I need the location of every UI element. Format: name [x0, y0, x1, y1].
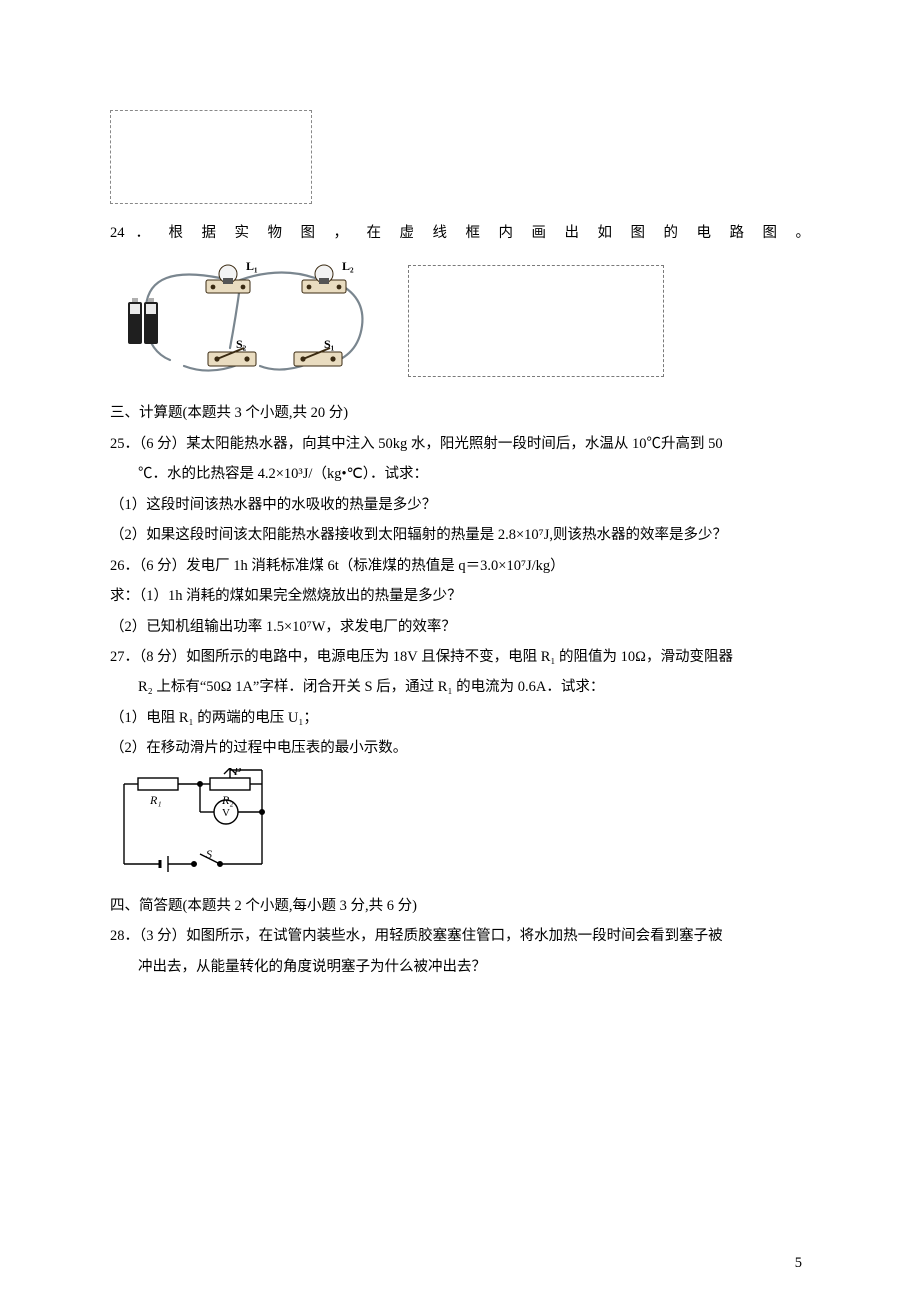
q25-l1: 25．（6 分）某太阳能热水器，向其中注入 50kg 水，阳光照射一段时间后，水…	[110, 429, 810, 459]
q27-l3: （1）电阻 R₁ 的两端的电压 U₁；	[110, 703, 810, 733]
svg-text:S: S	[206, 847, 212, 861]
q25-l2: ℃．水的比热容是 4.2×10³J/（kg•℃）．试求：	[110, 459, 810, 489]
q28-l1: 28．（3 分）如图所示，在试管内装些水，用轻质胶塞塞住管口，将水加热一段时间会…	[110, 921, 810, 951]
q26-l1: 26．（6 分）发电厂 1h 消耗标准煤 6t（标准煤的热值是 q＝3.0×10…	[110, 551, 810, 581]
q26-l2: 求：（1）1h 消耗的煤如果完全燃烧放出的热量是多少？	[110, 581, 810, 611]
section3-heading: 三、计算题(本题共 3 个小题,共 20 分)	[110, 398, 810, 428]
physical-circuit-svg: L₁ L₂ S₂	[110, 256, 380, 386]
q27-l1: 27．（8 分）如图所示的电路中，电源电压为 18V 且保持不变，电阻 R₁ 的…	[110, 642, 810, 672]
section4-heading: 四、简答题(本题共 2 个小题,每小题 3 分,共 6 分)	[110, 891, 810, 921]
faint-grid-placeholder	[111, 111, 311, 123]
schematic-circuit-svg: R₁ R₂ P V S	[110, 768, 280, 883]
q25-l3: （1）这段时间该热水器中的水吸收的热量是多少？	[110, 490, 810, 520]
svg-text:L₂: L₂	[342, 259, 354, 273]
page-number: 5	[795, 1255, 802, 1272]
q26-l3: （2）已知机组输出功率 1.5×10⁷W，求发电厂的效率？	[110, 612, 810, 642]
svg-text:S₁: S₁	[324, 337, 335, 351]
q24-text: 24 ． 根 据 实 物 图 ， 在 虚 线 框 内 画 出 如 图 的 电 路…	[110, 218, 810, 248]
svg-text:P: P	[233, 768, 242, 778]
svg-text:S₂: S₂	[236, 337, 247, 351]
answer-box-top	[110, 110, 312, 204]
q24-figure-row: L₁ L₂ S₂	[110, 256, 810, 386]
svg-text:V: V	[222, 807, 230, 819]
q27-l2: R₂ 上标有“50Ω 1A”字样．闭合开关 S 后，通过 R₁ 的电流为 0.6…	[110, 672, 810, 702]
q28-l2: 冲出去，从能量转化的角度说明塞子为什么被冲出去？	[110, 952, 810, 982]
q25-l4: （2）如果这段时间该太阳能热水器接收到太阳辐射的热量是 2.8×10⁷J,则该热…	[110, 520, 810, 550]
svg-text:R₂: R₂	[221, 793, 234, 807]
svg-text:L₁: L₁	[246, 259, 258, 273]
answer-box-q24	[408, 265, 664, 377]
q27-l4: （2）在移动滑片的过程中电压表的最小示数。	[110, 733, 810, 763]
svg-text:R₁: R₁	[149, 793, 162, 807]
